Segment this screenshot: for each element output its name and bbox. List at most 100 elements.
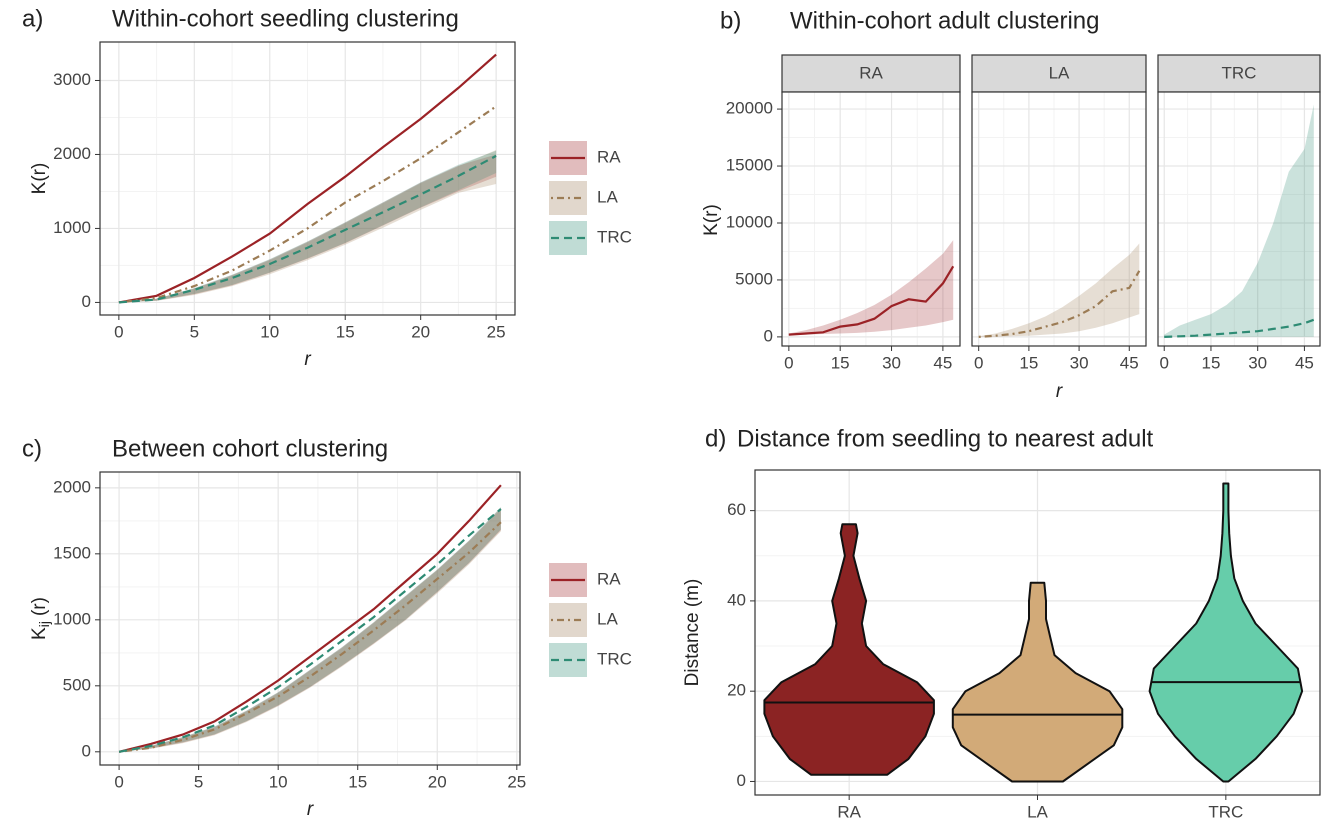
panel-title: Between cohort clustering: [112, 435, 388, 462]
series-line: [118, 53, 497, 304]
x-tick-label: 0: [1159, 353, 1168, 372]
series-line: [118, 484, 502, 753]
y-axis-label: K(r): [29, 163, 50, 195]
y-tick-label: 1000: [53, 609, 91, 628]
panel-letter: b): [720, 7, 741, 34]
x-tick-label: 15: [336, 322, 355, 341]
panel-border: [1157, 91, 1321, 347]
panel-border: [99, 41, 516, 316]
y-tick-label: 500: [63, 675, 91, 694]
violin: [1148, 482, 1304, 783]
series-line: [978, 270, 1141, 338]
y-tick-label: 10000: [726, 212, 773, 231]
y-tick-label: 2000: [53, 144, 91, 163]
y-tick-label: 0: [737, 771, 746, 790]
y-tick-label: 0: [764, 326, 773, 345]
envelope: [978, 243, 1140, 337]
x-tick-label: 25: [487, 322, 506, 341]
panel-letter: c): [22, 435, 42, 462]
violin: [951, 581, 1124, 783]
x-axis-label: r: [304, 349, 311, 370]
y-tick-label: 5000: [735, 269, 773, 288]
y-tick-label: 40: [727, 590, 746, 609]
x-tick-label: 20: [428, 772, 447, 791]
series-line: [118, 105, 497, 304]
y-tick-label: 20000: [726, 99, 773, 118]
x-tick-label: LA: [1027, 802, 1048, 821]
panel-border: [781, 91, 961, 347]
x-tick-label: 0: [114, 322, 123, 341]
x-tick-label: 10: [260, 322, 279, 341]
panel: [972, 92, 1146, 346]
y-tick-label: 20: [727, 681, 746, 700]
panel-border: [99, 471, 521, 766]
facet-label: RA: [859, 63, 883, 82]
y-tick-label: 15000: [726, 156, 773, 175]
x-tick-label: 30: [882, 353, 901, 372]
panel-title: Within-cohort adult clustering: [790, 7, 1099, 34]
x-tick-label: 15: [831, 353, 850, 372]
y-axis-label: Kij (r): [29, 597, 52, 640]
x-tick-label: 45: [1295, 353, 1314, 372]
x-tick-label: 0: [974, 353, 983, 372]
y-label-rest: (r): [29, 597, 50, 616]
x-tick-label: 0: [114, 772, 123, 791]
legend-label: LA: [597, 609, 618, 628]
panel-letter: a): [22, 5, 43, 32]
envelope: [118, 154, 497, 303]
panel: [782, 92, 960, 346]
envelope: [1164, 104, 1314, 337]
panel: [1158, 92, 1320, 346]
y-tick-label: 1000: [53, 218, 91, 237]
panel-border: [754, 469, 1321, 796]
y-label-main: K: [29, 627, 50, 640]
legend-label: TRC: [597, 649, 632, 668]
x-tick-label: 20: [411, 322, 430, 341]
y-tick-label: 0: [82, 741, 91, 760]
panel-title: Within-cohort seedling clustering: [112, 5, 459, 32]
series-line: [788, 265, 955, 336]
x-tick-label: 15: [348, 772, 367, 791]
y-tick-label: 60: [727, 500, 746, 519]
x-tick-label: 30: [1248, 353, 1267, 372]
panel-letter: d): [705, 425, 726, 452]
envelope: [118, 150, 497, 303]
y-axis-label: K(r): [701, 204, 722, 236]
panel: [100, 472, 520, 765]
x-tick-label: 15: [1202, 353, 1221, 372]
facet-label: TRC: [1222, 63, 1257, 82]
x-axis-label: r: [1056, 381, 1063, 402]
x-tick-label: TRC: [1208, 802, 1243, 821]
envelope: [788, 240, 954, 336]
x-tick-label: 5: [194, 772, 203, 791]
x-tick-label: 0: [784, 353, 793, 372]
legend-label: LA: [597, 187, 618, 206]
panel-title: Distance from seedling to nearest adult: [737, 425, 1154, 452]
x-axis-label: r: [307, 799, 314, 820]
x-tick-label: 30: [1070, 353, 1089, 372]
y-tick-label: 1500: [53, 543, 91, 562]
series-line: [1164, 318, 1315, 338]
x-tick-label: 45: [1120, 353, 1139, 372]
y-axis-label: Distance (m): [682, 579, 703, 687]
facet-strip: [971, 54, 1147, 93]
x-tick-label: 5: [190, 322, 199, 341]
y-tick-label: 2000: [53, 477, 91, 496]
panel-border: [971, 91, 1147, 347]
series-line: [118, 521, 502, 753]
x-tick-label: 45: [933, 353, 952, 372]
x-tick-label: RA: [837, 802, 861, 821]
y-label-sub: ij: [36, 621, 52, 627]
x-tick-label: 15: [1019, 353, 1038, 372]
facet-label: LA: [1049, 63, 1070, 82]
series-line: [118, 154, 497, 304]
y-tick-label: 0: [82, 292, 91, 311]
violin: [763, 523, 935, 776]
y-tick-label: 3000: [53, 70, 91, 89]
legend-label: TRC: [597, 227, 632, 246]
legend-label: RA: [597, 569, 621, 588]
x-tick-label: 25: [507, 772, 526, 791]
x-tick-label: 10: [269, 772, 288, 791]
legend-label: RA: [597, 147, 621, 166]
